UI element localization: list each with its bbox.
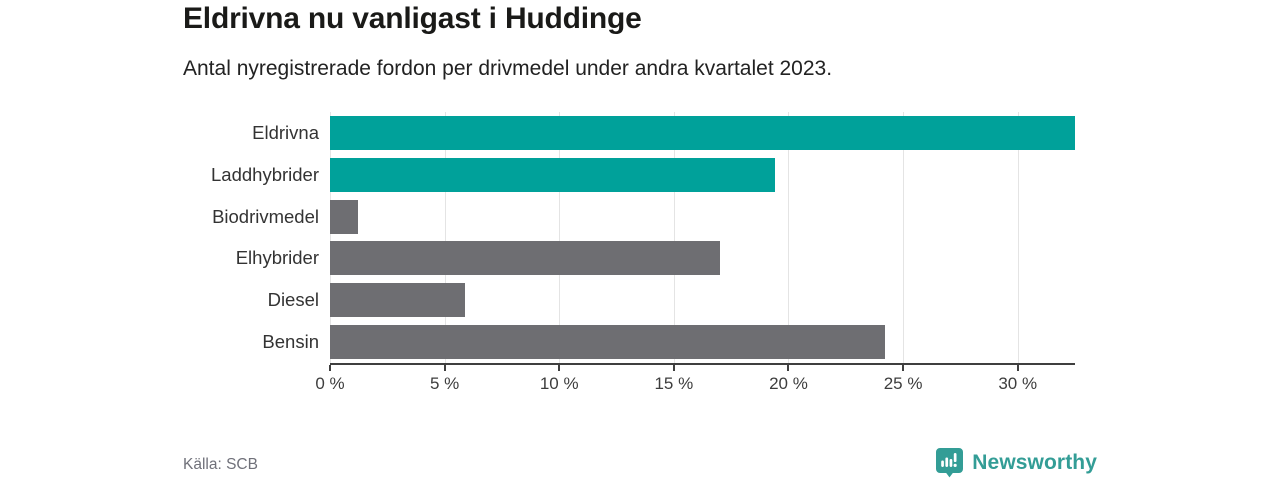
- axis-tick-label: 15 %: [654, 374, 694, 393]
- axis-tick: [558, 365, 561, 371]
- axis-tick-label: 0 %: [315, 374, 345, 393]
- chart-title: Eldrivna nu vanligast i Huddinge: [183, 2, 642, 35]
- newsworthy-logo: Newsworthy: [935, 447, 1097, 478]
- bar-label: Biodrivmedel: [212, 205, 319, 227]
- bar-row: Biodrivmedel: [212, 196, 1075, 238]
- x-axis-line: [330, 363, 1075, 365]
- bar-label: Diesel: [267, 289, 319, 311]
- chart-subtitle: Antal nyregistrerade fordon per drivmede…: [183, 57, 833, 80]
- bar-row: Eldrivna: [252, 112, 1075, 154]
- bar: [330, 325, 885, 360]
- bar-label: Eldrivna: [252, 121, 319, 143]
- axis-tick-label: 25 %: [883, 374, 923, 393]
- bar: [330, 115, 1075, 150]
- axis-tick-label: 20 %: [769, 374, 808, 393]
- bar: [330, 199, 358, 234]
- bar-row: Elhybrider: [236, 237, 1075, 279]
- bar-rows: Eldrivna Laddhybrider Biodrivmedel Elhybrid…: [211, 112, 1075, 363]
- axis-tick: [902, 365, 905, 371]
- axis-tick: [329, 365, 331, 371]
- gridline: [1017, 112, 1019, 363]
- axis-tick: [1016, 365, 1019, 371]
- axis-tick-label: 5 %: [429, 374, 460, 393]
- gridline: [330, 112, 331, 363]
- gridline: [444, 112, 446, 363]
- axis-tick: [787, 365, 790, 371]
- axis-tick-label: 10 %: [539, 374, 579, 393]
- source-text: Källa: SCB: [183, 456, 258, 473]
- bar-label: Elhybrider: [235, 247, 319, 269]
- bar: [330, 157, 775, 192]
- bar: [330, 241, 720, 276]
- axis-tick: [672, 365, 675, 371]
- axis-tick: [443, 365, 446, 371]
- gridline: [788, 112, 790, 363]
- gridline: [673, 112, 675, 363]
- gridline: [903, 112, 905, 363]
- newsworthy-logo-text: Newsworthy: [972, 450, 1097, 474]
- bar: [330, 283, 466, 318]
- bar-row: Bensin: [262, 321, 1075, 363]
- bar-label: Bensin: [262, 331, 319, 353]
- bar-row: Diesel: [268, 279, 1075, 321]
- plot-area: Eldrivna Laddhybrider Biodrivmedel Elhybrid…: [211, 112, 1075, 393]
- bar-row: Laddhybrider: [211, 154, 1075, 196]
- bar-label: Laddhybrider: [211, 163, 319, 185]
- newsworthy-logo-icon: [936, 448, 964, 478]
- axis-tick-label: 30 %: [998, 374, 1038, 393]
- gridline: [559, 112, 561, 363]
